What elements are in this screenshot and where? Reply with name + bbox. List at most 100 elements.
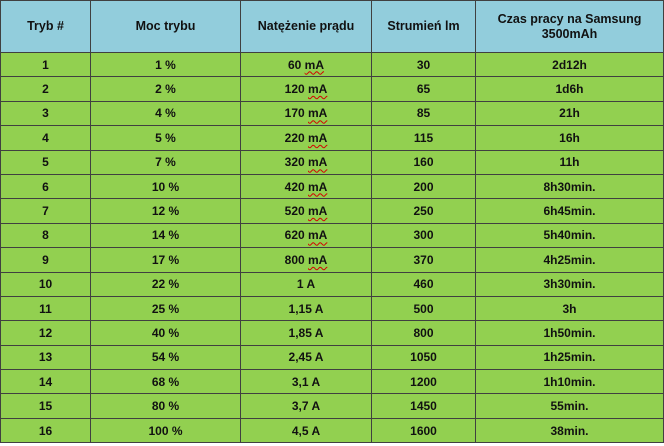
cell-mode: 5 [0,149,91,175]
cell-lumens: 250 [371,198,476,224]
cell-lumens: 1600 [371,417,476,444]
cell-current: 1,15 A [240,295,372,322]
cell-current: 4,5 A [240,417,372,444]
cell-power: 2 % [90,76,241,102]
cell-lumens: 300 [371,222,476,249]
cell-runtime: 3h [475,295,664,322]
cell-power: 12 % [90,198,241,224]
cell-runtime: 4h25min. [475,247,664,273]
cell-power: 68 % [90,369,241,395]
unit-ma-label: mA [308,252,328,267]
cell-runtime: 16h [475,125,664,151]
cell-runtime: 1h50min. [475,320,664,346]
cell-power: 54 % [90,344,241,371]
cell-current: 800 mA [240,247,372,273]
table-row: 7 12 % 520 mA 250 6h45min. [0,198,664,224]
cell-runtime: 6h45min. [475,198,664,224]
header-row: Tryb # Moc trybu Natężenie prądu Strumie… [0,0,664,53]
cell-lumens: 65 [371,76,476,102]
unit-ma-label: mA [308,204,328,219]
cell-runtime: 1h10min. [475,369,664,395]
unit-ma-label: mA [308,82,328,97]
cell-mode: 16 [0,417,91,444]
table-row: 13 54 % 2,45 A 1050 1h25min. [0,344,664,371]
cell-runtime: 3h30min. [475,271,664,297]
unit-ma-label: mA [304,57,325,72]
cell-lumens: 1200 [371,369,476,395]
cell-mode: 6 [0,173,91,200]
table-row: 8 14 % 620 mA 300 5h40min. [0,222,664,249]
cell-current: 520 mA [240,198,372,224]
cell-mode: 10 [0,271,91,297]
unit-ma-label: mA [308,106,328,121]
unit-ma-label: mA [308,130,328,145]
cell-power: 80 % [90,393,241,419]
cell-mode: 14 [0,369,91,395]
cell-runtime: 55min. [475,393,664,419]
unit-ma-label: mA [308,155,328,170]
cell-lumens: 370 [371,247,476,273]
header-runtime: Czas pracy na Samsung 3500mAh [475,0,664,53]
table-row: 12 40 % 1,85 A 800 1h50min. [0,320,664,346]
cell-mode: 4 [0,125,91,151]
cell-mode: 11 [0,295,91,322]
header-lumens: Strumień lm [371,0,476,53]
table-row: 10 22 % 1 A 460 3h30min. [0,271,664,297]
table-row: 16 100 % 4,5 A 1600 38min. [0,417,664,444]
cell-power: 4 % [90,100,241,127]
cell-power: 22 % [90,271,241,297]
cell-current: 1,85 A [240,320,372,346]
cell-runtime: 21h [475,100,664,127]
cell-current: 1 A [240,271,372,297]
cell-current: 170 mA [240,100,372,127]
cell-lumens: 500 [371,295,476,322]
table-row: 15 80 % 3,7 A 1450 55min. [0,393,664,419]
table-row: 9 17 % 800 mA 370 4h25min. [0,247,664,273]
cell-current: 120 mA [240,76,372,102]
cell-runtime: 1h25min. [475,344,664,371]
table-row: 6 10 % 420 mA 200 8h30min. [0,173,664,200]
cell-current: 3,7 A [240,393,372,419]
cell-lumens: 30 [371,51,476,78]
cell-runtime: 2d12h [475,51,664,78]
cell-runtime: 11h [475,149,664,175]
cell-lumens: 115 [371,125,476,151]
cell-power: 17 % [90,247,241,273]
cell-mode: 3 [0,100,91,127]
cell-mode: 7 [0,198,91,224]
cell-mode: 8 [0,222,91,249]
header-mode: Tryb # [0,0,91,53]
cell-lumens: 460 [371,271,476,297]
cell-current: 620 mA [240,222,372,249]
cell-power: 7 % [90,149,241,175]
cell-lumens: 1050 [371,344,476,371]
cell-runtime: 38min. [475,417,664,444]
cell-lumens: 85 [371,100,476,127]
cell-power: 5 % [90,125,241,151]
cell-mode: 1 [0,51,91,78]
cell-current: 320 mA [240,149,372,175]
cell-current: 420 mA [240,173,372,200]
cell-mode: 15 [0,393,91,419]
table-row: 11 25 % 1,15 A 500 3h [0,295,664,322]
cell-lumens: 800 [371,320,476,346]
cell-lumens: 160 [371,149,476,175]
cell-power: 14 % [90,222,241,249]
cell-lumens: 200 [371,173,476,200]
header-power: Moc trybu [90,0,241,53]
cell-current: 3,1 A [240,369,372,395]
cell-power: 40 % [90,320,241,346]
cell-power: 25 % [90,295,241,322]
cell-mode: 13 [0,344,91,371]
cell-current: 220 mA [240,125,372,151]
cell-runtime: 5h40min. [475,222,664,249]
cell-power: 100 % [90,417,241,444]
cell-mode: 9 [0,247,91,273]
cell-mode: 2 [0,76,91,102]
